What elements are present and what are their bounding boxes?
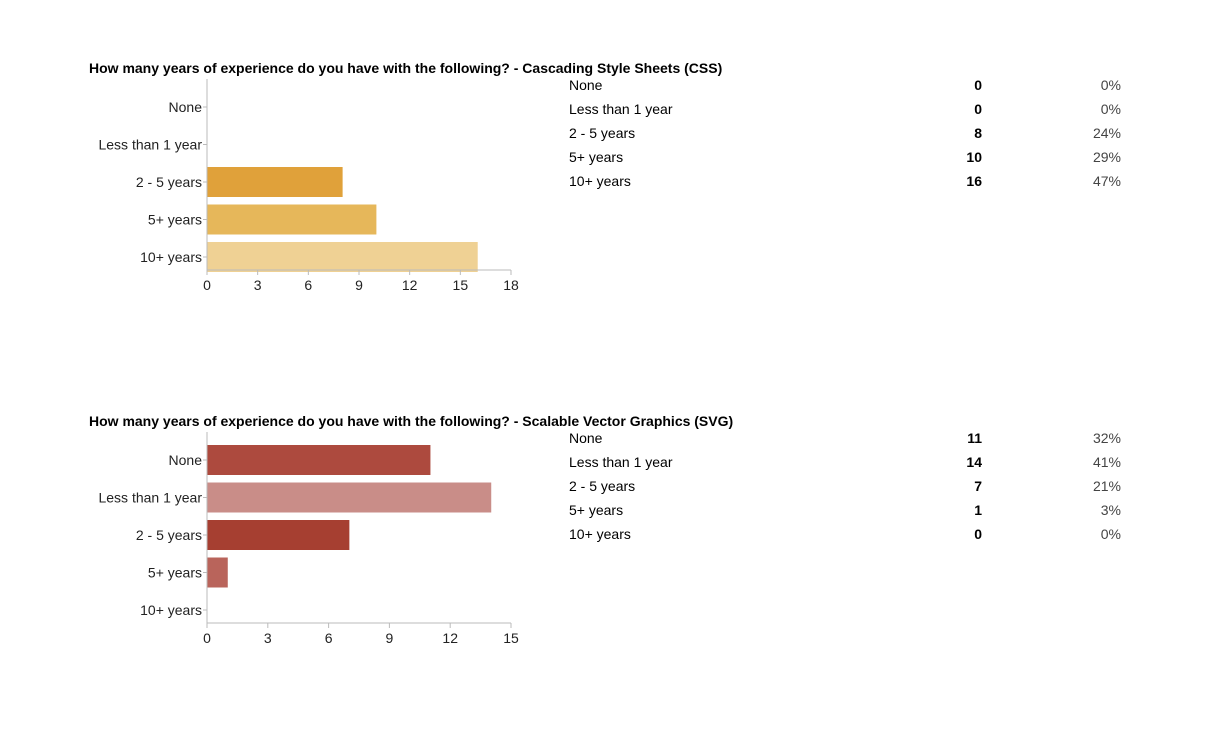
chart-title: How many years of experience do you have… [89, 413, 734, 429]
summary-percent: 24% [1092, 125, 1121, 141]
summary-row: 5+ years 10 29% [569, 149, 1129, 173]
x-tick-label: 3 [264, 630, 272, 646]
x-tick-label: 9 [386, 630, 394, 646]
summary-row: 10+ years 0 0% [569, 526, 1129, 550]
y-tick-label: None [169, 99, 203, 115]
summary-row: None 11 32% [569, 430, 1129, 454]
svg-section: How many years of experience do you have… [0, 413, 1209, 673]
bar-less-than-1-year [207, 482, 492, 513]
summary-percent: 0% [1100, 77, 1121, 93]
x-tick-label: 0 [203, 277, 211, 293]
summary-percent: 0% [1100, 526, 1121, 542]
bar-10-years [207, 242, 478, 272]
y-tick-label: Less than 1 year [98, 490, 202, 506]
summary-label: 10+ years [569, 526, 631, 542]
css-bar-chart: None Less than 1 year 2 - 5 years 5+ years 1… [98, 79, 519, 293]
summary-count: 0 [974, 77, 982, 93]
summary-row: 10+ years 16 47% [569, 173, 1129, 197]
bar-2-5-years [207, 167, 343, 197]
summary-label: Less than 1 year [569, 454, 673, 470]
summary-label: 2 - 5 years [569, 478, 636, 494]
y-tick-label: 2 - 5 years [136, 174, 202, 190]
summary-percent: 47% [1092, 173, 1121, 189]
summary-label: None [569, 430, 603, 446]
summary-percent: 21% [1092, 478, 1121, 494]
x-tick-label: 6 [304, 277, 312, 293]
bar-2-5-years [207, 520, 350, 550]
x-tick-label: 0 [203, 630, 211, 646]
summary-percent: 0% [1100, 101, 1121, 117]
summary-label: 2 - 5 years [569, 125, 636, 141]
y-tick-label: 10+ years [140, 249, 202, 265]
summary-count: 10 [966, 149, 982, 165]
x-tick-label: 15 [453, 277, 469, 293]
summary-label: 10+ years [569, 173, 631, 189]
x-tick-label: 12 [402, 277, 418, 293]
summary-count: 14 [966, 454, 982, 470]
summary-count: 0 [974, 101, 982, 117]
summary-percent: 29% [1092, 149, 1121, 165]
css-summary-table: None 0 0% Less than 1 year 0 0% 2 - 5 years 8 24… [569, 77, 1129, 197]
summary-count: 8 [974, 125, 982, 141]
svg-summary-table: None 11 32% Less than 1 year 14 41% 2 - 5 year… [569, 430, 1129, 550]
summary-label: 5+ years [569, 502, 624, 518]
summary-label: None [569, 77, 603, 93]
y-tick-label: 10+ years [140, 602, 202, 618]
summary-label: 5+ years [569, 149, 624, 165]
summary-count: 7 [974, 478, 982, 494]
css-section: How many years of experience do you have… [0, 60, 1209, 320]
bar-none [207, 445, 431, 475]
summary-count: 1 [974, 502, 982, 518]
summary-row: 5+ years 1 3% [569, 502, 1129, 526]
y-tick-label: 5+ years [148, 565, 202, 581]
summary-count: 16 [966, 173, 982, 189]
x-tick-label: 6 [325, 630, 333, 646]
summary-row: 2 - 5 years 8 24% [569, 125, 1129, 149]
y-tick-label: 5+ years [148, 212, 202, 228]
y-tick-label: None [169, 452, 203, 468]
chart-title: How many years of experience do you have… [89, 60, 723, 76]
summary-row: 2 - 5 years 7 21% [569, 478, 1129, 502]
y-tick-label: Less than 1 year [98, 137, 202, 153]
summary-percent: 3% [1100, 502, 1121, 518]
svg-bar-chart: None Less than 1 year 2 - 5 years 5+ years 1… [98, 432, 519, 646]
summary-row: Less than 1 year 14 41% [569, 454, 1129, 478]
summary-count: 11 [967, 430, 982, 446]
summary-count: 0 [974, 526, 982, 542]
x-tick-label: 18 [503, 277, 519, 293]
summary-row: None 0 0% [569, 77, 1129, 101]
x-tick-label: 15 [503, 630, 519, 646]
x-tick-label: 9 [355, 277, 363, 293]
summary-percent: 41% [1092, 454, 1121, 470]
summary-row: Less than 1 year 0 0% [569, 101, 1129, 125]
summary-percent: 32% [1092, 430, 1121, 446]
x-tick-label: 12 [442, 630, 458, 646]
y-tick-label: 2 - 5 years [136, 527, 202, 543]
bar-5-years [207, 557, 228, 588]
summary-label: Less than 1 year [569, 101, 673, 117]
x-tick-label: 3 [254, 277, 262, 293]
bar-5-years [207, 204, 377, 235]
